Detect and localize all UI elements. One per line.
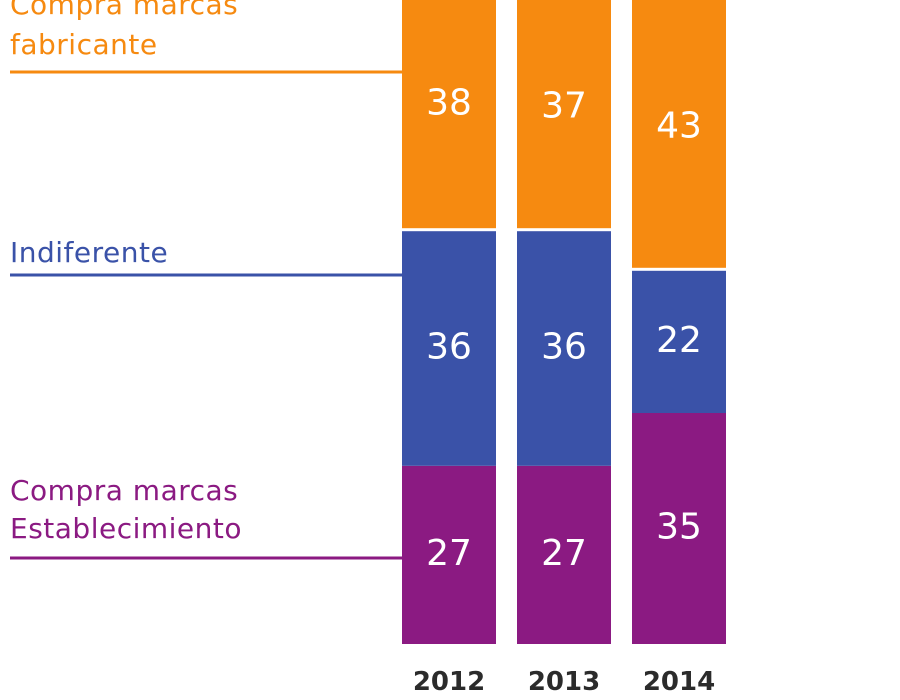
legend-label-line: fabricante (10, 28, 158, 61)
bar-value-label: 27 (541, 533, 587, 574)
legend-label-line: Compra marcas (10, 474, 238, 507)
bar-value-label: 35 (656, 507, 702, 548)
legend-label-line: Establecimiento (10, 512, 242, 545)
legend-entry: Compra marcas Establecimiento (10, 474, 402, 560)
x-tick-label: 2013 (528, 667, 600, 697)
bar-2012-series-0 (402, 465, 496, 644)
bar-2014-series-2 (632, 0, 726, 268)
bar-2012-series-1 (402, 231, 496, 466)
bar-value-label: 36 (426, 327, 472, 368)
bar-2012-series-2 (402, 0, 496, 229)
legend-group: Compra marcas Establecimiento Indiferente C… (10, 0, 402, 560)
bar-2014-series-0 (632, 413, 726, 644)
bar-2013-series-0 (517, 465, 611, 644)
bar-value-label: 36 (541, 327, 587, 368)
x-tick-label: 2014 (643, 667, 715, 697)
legend-label-line: Compra marcas (10, 0, 238, 21)
x-axis: 2012 2013 2014 (413, 667, 715, 697)
bar-2013-series-1 (517, 231, 611, 466)
bar-value-label: 27 (426, 533, 472, 574)
legend-entry: Compra marcas fabricante (10, 0, 402, 74)
bar-2013-series-2 (517, 0, 611, 229)
bar-2014-series-1 (632, 270, 726, 413)
x-tick-label: 2012 (413, 667, 485, 697)
legend-entry: Indiferente (10, 236, 402, 277)
legend-label-line: Indiferente (10, 236, 168, 269)
bar-value-label: 43 (656, 105, 702, 146)
bar-value-label: 38 (426, 82, 472, 123)
bars-group: 27 36 38 27 36 37 35 22 43 (402, 0, 726, 644)
bar-value-label: 37 (541, 86, 587, 127)
bar-value-label: 22 (656, 320, 702, 361)
